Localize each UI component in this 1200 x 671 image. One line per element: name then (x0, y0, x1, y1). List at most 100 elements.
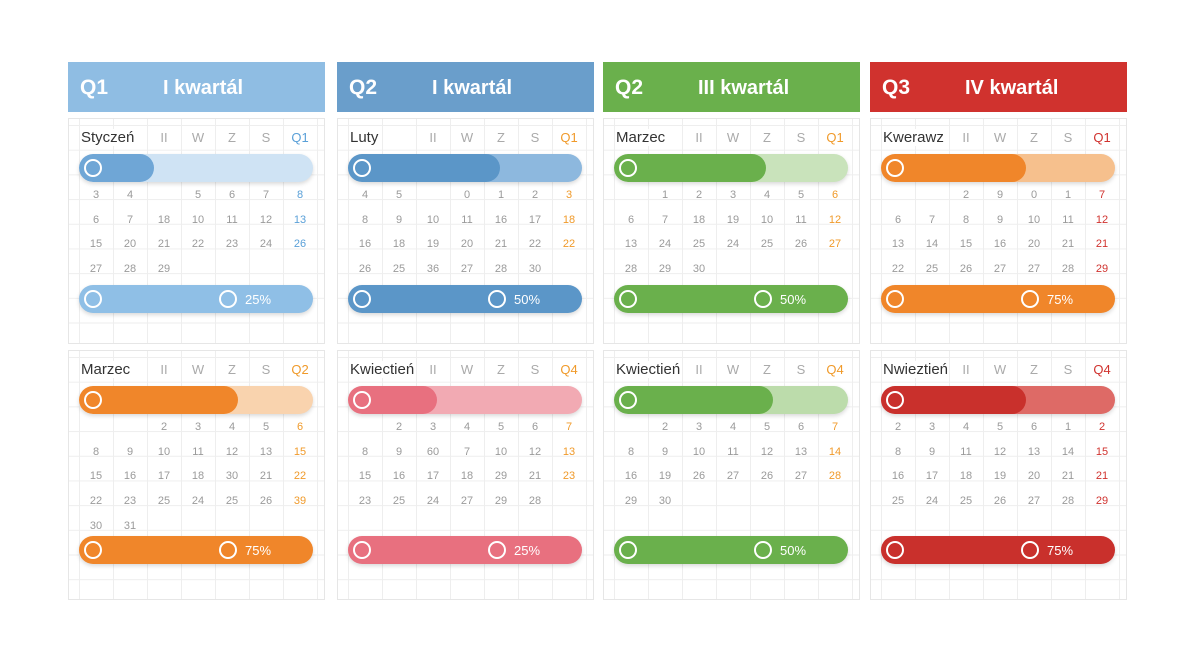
month-name: Marzec (616, 129, 666, 146)
day-number: 4 (962, 421, 970, 433)
day-number: 26 (692, 470, 706, 483)
day-number: 19 (658, 470, 672, 483)
weekday: W (191, 130, 205, 145)
month-progress-bar (348, 154, 582, 182)
day-number: 19 (993, 470, 1007, 483)
month-name: Kwiectień (616, 361, 681, 378)
day-number: 24 (658, 238, 672, 251)
day-number: 18 (191, 470, 205, 483)
quarter-label: Q2 (615, 76, 644, 99)
month-progress-bar (881, 154, 1115, 182)
weekday: Q1 (560, 130, 578, 145)
icon (353, 541, 371, 559)
day-number: 15 (1095, 445, 1109, 458)
progress-bar: 75% (881, 285, 1115, 313)
day-number: 9 (928, 445, 936, 458)
month-progress-bar (348, 386, 582, 414)
day-number: 3 (928, 421, 936, 433)
day-number: 12 (1095, 213, 1109, 226)
weekday: Z (228, 130, 236, 145)
day-number: 0 (463, 189, 471, 201)
day-number: 20 (123, 238, 137, 251)
day-number: 22 (891, 263, 905, 276)
day-number: 7 (463, 445, 471, 458)
day-number: 30 (89, 519, 103, 532)
day-number: 22 (528, 238, 542, 251)
day-number: 30 (528, 263, 542, 276)
progress-bar: 50% (348, 285, 582, 313)
day-number: 4 (763, 189, 771, 201)
day-number: 27 (460, 263, 474, 276)
day-number: 5 (395, 189, 403, 201)
day-number: 22 (191, 238, 205, 251)
day-number: 11 (1062, 213, 1074, 226)
month-progress-bar (881, 386, 1115, 414)
progress-label: 50% (780, 543, 807, 558)
quarter-label: Q1 (80, 76, 109, 99)
day-number: 25 (925, 263, 939, 276)
progress-label: 75% (245, 543, 272, 558)
weekday: Z (497, 130, 505, 145)
day-number: 10 (760, 213, 774, 226)
icon (886, 159, 904, 177)
day-number: 2 (661, 421, 669, 433)
calendar-card: Kwiectień II W Z S Q4 2 3 4 5 6 7 8 9 10 11 12 13 14 16 19 26… (603, 350, 860, 600)
weekday: S (530, 362, 540, 377)
column-header: Q1 I kwartál (68, 62, 325, 112)
day-number: 21 (157, 238, 171, 251)
weekday: S (1063, 130, 1073, 145)
day-number: 29 (494, 470, 508, 483)
day-number: 8 (962, 213, 970, 226)
day-number: 6 (296, 421, 304, 433)
day-number: 5 (262, 421, 270, 433)
day-number: 9 (996, 213, 1004, 226)
day-number: 8 (92, 445, 100, 458)
day-number: 21 (1095, 238, 1109, 251)
day-number: 17 (925, 470, 939, 483)
day-number: 11 (192, 445, 204, 458)
day-number: 23 (358, 495, 372, 508)
month-name: Luty (350, 129, 379, 146)
day-number: 24 (191, 495, 205, 508)
day-number: 29 (658, 263, 672, 276)
day-number: 10 (692, 445, 706, 458)
day-number: 21 (1061, 470, 1075, 483)
day-number: 27 (726, 470, 740, 483)
day-number: 9 (126, 445, 134, 458)
day-number: 28 (1061, 495, 1075, 508)
day-number: 1 (497, 189, 505, 201)
day-number: 2 (962, 189, 970, 201)
day-number: 22 (293, 470, 307, 483)
weekday: S (530, 130, 540, 145)
day-number: 7 (262, 189, 270, 201)
day-number: 60 (426, 445, 440, 458)
weekday: S (261, 130, 271, 145)
calendar-card: Luty II W Z S Q1 4 5 0 1 2 3 8 9 10 11 16 17 18 16 18 19 20 21 2… (337, 118, 594, 344)
day-number: 13 (293, 213, 307, 226)
day-number: 26 (993, 495, 1007, 508)
quarter-title: I kwartál (432, 77, 513, 99)
day-number: 1 (1064, 421, 1072, 433)
month-name: Kwiectień (350, 361, 415, 378)
day-number: 25 (157, 495, 171, 508)
quarter-title: III kwartál (698, 77, 790, 99)
day-number: 10 (191, 213, 205, 226)
day-number: 15 (293, 445, 307, 458)
day-number: 21 (259, 470, 273, 483)
progress-fill (881, 154, 1027, 182)
month-name: Styczeń (81, 129, 135, 146)
progress-fill (614, 386, 774, 414)
day-number: 25 (760, 238, 774, 251)
day-number: 26 (358, 263, 372, 276)
progress-bar: 50% (614, 285, 848, 313)
day-number: 30 (692, 263, 706, 276)
weekday: S (796, 130, 806, 145)
day-number: 21 (528, 470, 542, 483)
progress-label: 75% (1047, 292, 1074, 307)
day-number: 28 (624, 263, 638, 276)
day-number: 8 (894, 445, 902, 458)
day-number: 27 (89, 263, 103, 276)
weekday: Q4 (826, 362, 844, 377)
day-number: 18 (562, 213, 576, 226)
day-number: 27 (828, 238, 842, 251)
